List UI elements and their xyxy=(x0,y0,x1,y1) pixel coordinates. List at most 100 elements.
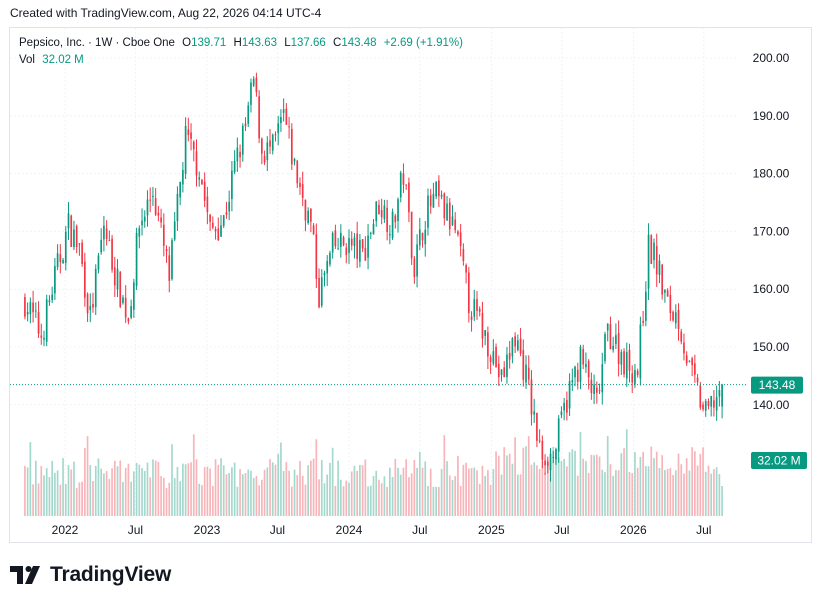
volume-bar xyxy=(326,474,329,516)
volume-bar xyxy=(26,467,29,516)
candle-body xyxy=(364,247,367,261)
volume-bar xyxy=(290,486,293,516)
volume-bar xyxy=(304,484,307,516)
volume-bar xyxy=(658,467,661,516)
candle-body xyxy=(650,235,653,264)
candle-body xyxy=(165,249,168,252)
candle-body xyxy=(266,142,269,161)
candle-body xyxy=(467,272,470,314)
tradingview-logo-icon xyxy=(10,564,44,586)
volume-bar xyxy=(478,483,481,516)
candle-body xyxy=(206,196,209,212)
y-tick-label: 170.00 xyxy=(753,224,790,238)
volume-bar xyxy=(639,456,642,516)
candle-body xyxy=(195,151,198,176)
candle-body xyxy=(356,233,359,259)
volume-bar xyxy=(440,468,443,516)
candle-body xyxy=(255,77,258,93)
volume-bar xyxy=(241,474,244,516)
volume-bar xyxy=(443,435,446,516)
candle-body xyxy=(481,312,484,339)
volume-bar xyxy=(59,484,62,516)
candle-body xyxy=(201,179,203,185)
candle-body xyxy=(713,400,715,408)
candle-body xyxy=(282,109,285,113)
candle-body xyxy=(59,254,62,263)
candle-body xyxy=(421,232,424,241)
candle-body xyxy=(348,238,350,253)
time-axis[interactable]: 2022 Jul 2023 Jul 2024 Jul 2025 Jul 2026 Jul xyxy=(52,523,712,537)
candle-body xyxy=(639,324,642,379)
candle-body xyxy=(664,289,666,293)
candle-body xyxy=(609,324,612,350)
volume-bar xyxy=(280,442,282,516)
volume-bar xyxy=(418,451,421,516)
volume-bar xyxy=(225,474,228,516)
volume-bar xyxy=(56,470,59,516)
candle-body xyxy=(541,440,544,460)
candle-body xyxy=(457,231,459,235)
last-price-badge-text: 143.48 xyxy=(759,378,796,392)
volume-bar xyxy=(470,468,473,516)
candle-body xyxy=(94,268,97,308)
volume-bar xyxy=(375,470,378,516)
volume-bar xyxy=(604,472,606,516)
volume-bar xyxy=(691,447,693,516)
candlestick-series xyxy=(24,72,723,482)
candle-body xyxy=(312,225,315,235)
volume-bar xyxy=(152,459,154,516)
candle-body xyxy=(546,461,549,466)
candle-body xyxy=(446,203,448,221)
volume-bar xyxy=(361,465,364,516)
close-label: C xyxy=(333,37,342,49)
volume-bar xyxy=(231,467,233,516)
volume-bar xyxy=(222,465,225,516)
volume-bar xyxy=(421,467,424,516)
candle-body xyxy=(26,311,29,315)
volume-bar xyxy=(552,446,555,516)
volume-bar xyxy=(519,474,522,516)
volume-bar xyxy=(119,460,122,516)
volume-bar xyxy=(516,474,519,516)
volume-bar xyxy=(108,479,111,516)
candle-body xyxy=(533,411,536,415)
volume-bar xyxy=(718,474,721,516)
candle-body xyxy=(416,244,418,277)
candle-body xyxy=(658,260,661,275)
candle-body xyxy=(211,222,214,228)
x-tick-label: Jul xyxy=(270,523,285,537)
candle-body xyxy=(628,349,631,371)
volume-bar xyxy=(34,460,37,516)
candle-body xyxy=(552,456,555,458)
volume-bar xyxy=(707,465,710,516)
candle-body xyxy=(209,214,211,222)
price-axis[interactable]: 200.00 190.00 180.00 170.00 160.00 150.00 140.… xyxy=(753,51,790,412)
volume-bar xyxy=(563,458,565,516)
chart-frame[interactable]: 200.00 190.00 180.00 170.00 160.00 150.00 140.… xyxy=(9,27,812,543)
price-chart[interactable]: 200.00 190.00 180.00 170.00 160.00 150.00 140.… xyxy=(10,28,811,542)
candle-body xyxy=(525,364,527,383)
volume-bar xyxy=(489,485,492,516)
candle-body xyxy=(179,182,182,198)
volume-bar xyxy=(631,473,634,516)
candle-body xyxy=(81,242,83,265)
candle-body xyxy=(631,373,634,383)
volume-bar xyxy=(146,462,149,516)
candle-body xyxy=(97,255,100,270)
candle-body xyxy=(293,158,296,162)
tradingview-logo[interactable]: TradingView xyxy=(10,561,171,589)
volume-bar xyxy=(664,470,666,516)
candle-body xyxy=(721,384,723,407)
volume-bar xyxy=(198,483,201,516)
volume-bar xyxy=(598,456,601,516)
volume-bar xyxy=(582,458,585,516)
candle-body xyxy=(141,220,143,226)
symbol-label[interactable]: Pepsico, Inc. · 1W · Cboe One xyxy=(19,37,175,49)
candle-body xyxy=(634,369,636,385)
candle-body xyxy=(157,212,160,216)
candle-body xyxy=(582,348,585,365)
volume-bar xyxy=(503,447,506,516)
volume-bar xyxy=(135,462,138,516)
candle-body xyxy=(397,199,399,221)
close-value: 143.48 xyxy=(341,37,377,49)
